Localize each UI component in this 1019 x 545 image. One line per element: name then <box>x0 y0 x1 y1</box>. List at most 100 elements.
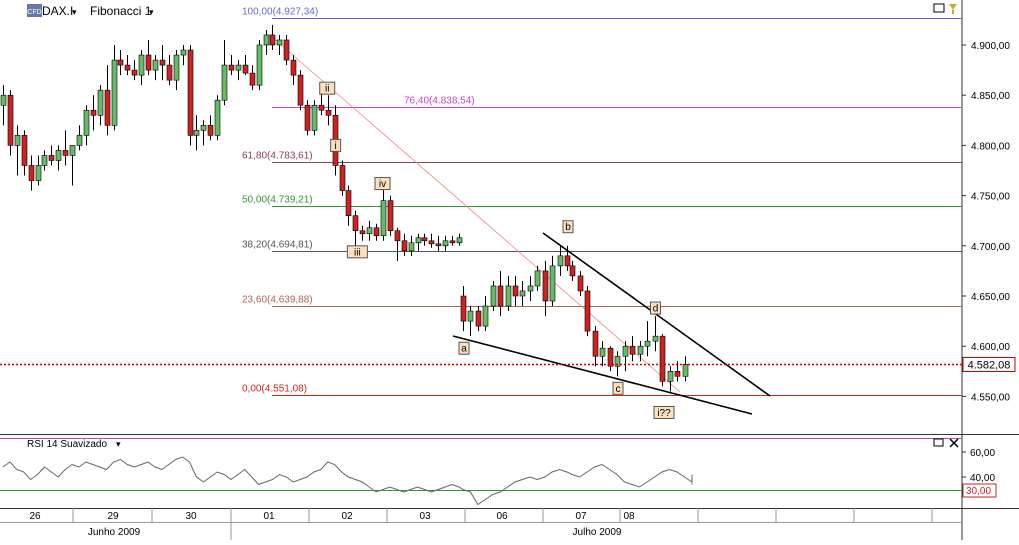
candle-body[interactable] <box>0 94 7 106</box>
candle-body[interactable] <box>104 89 111 126</box>
candle-body[interactable] <box>55 150 62 161</box>
candle-body[interactable] <box>637 345 644 355</box>
candle-body[interactable] <box>512 285 519 297</box>
candle-body[interactable] <box>214 99 221 136</box>
wave-label-box[interactable] <box>653 405 675 419</box>
wave-label-box[interactable] <box>612 381 624 395</box>
candle-body[interactable] <box>394 230 401 242</box>
symbol-menu-icon[interactable]: ▾ <box>72 7 77 17</box>
candle-body[interactable] <box>534 270 541 287</box>
candle-body[interactable] <box>124 64 131 71</box>
candle-body[interactable] <box>456 237 463 244</box>
candle-body[interactable] <box>542 270 549 302</box>
candle-body[interactable] <box>325 109 332 116</box>
candle-body[interactable] <box>482 305 489 327</box>
candle-body[interactable] <box>408 242 415 252</box>
study-name[interactable]: Fibonacci 1 <box>90 4 152 18</box>
maximize-panel-icon[interactable] <box>933 3 945 13</box>
candle-body[interactable] <box>276 39 283 46</box>
price-panel[interactable] <box>0 0 962 434</box>
candle-body[interactable] <box>467 310 474 322</box>
candle-body[interactable] <box>592 330 599 357</box>
wave-label-box[interactable] <box>562 220 574 234</box>
candle-body[interactable] <box>166 64 173 81</box>
candle-body[interactable] <box>159 59 166 66</box>
rsi-close-icon[interactable] <box>949 438 959 448</box>
candle-body[interactable] <box>352 215 359 232</box>
candle-body[interactable] <box>373 227 380 237</box>
candle-body[interactable] <box>256 44 263 86</box>
candle-body[interactable] <box>228 64 235 71</box>
candle-body[interactable] <box>549 265 556 302</box>
candle-body[interactable] <box>21 135 28 166</box>
candle-body[interactable] <box>497 285 504 307</box>
wedge-lower-line[interactable] <box>452 335 753 415</box>
rsi-panel[interactable]: RSI 14 Suavizado ▾ 60,00 40,00 30,00 <box>0 438 997 506</box>
candle-body[interactable] <box>644 340 651 347</box>
candle-body[interactable] <box>475 310 482 327</box>
candle-body[interactable] <box>41 155 48 166</box>
candle-body[interactable] <box>557 255 564 267</box>
candle-body[interactable] <box>35 165 42 181</box>
candle-body[interactable] <box>62 150 69 156</box>
candle-body[interactable] <box>490 285 497 307</box>
wave-label-box[interactable] <box>346 245 368 259</box>
candle-body[interactable] <box>180 49 187 56</box>
candle-body[interactable] <box>117 59 124 66</box>
candle-body[interactable] <box>269 34 276 46</box>
candle-body[interactable] <box>83 109 90 136</box>
candle-body[interactable] <box>193 130 200 136</box>
candle-body[interactable] <box>173 54 180 81</box>
wave-label-box[interactable] <box>330 138 342 152</box>
candle-body[interactable] <box>187 49 194 136</box>
candle-body[interactable] <box>564 255 571 267</box>
candle-body[interactable] <box>599 347 606 357</box>
candle-body[interactable] <box>622 345 629 357</box>
candle-body[interactable] <box>200 125 207 131</box>
candle-body[interactable] <box>629 345 636 355</box>
candle-body[interactable] <box>428 240 435 245</box>
rsi-title[interactable]: RSI 14 Suavizado <box>27 439 107 450</box>
candle-body[interactable] <box>614 355 621 367</box>
candle-body[interactable] <box>584 290 591 332</box>
wave-label-box[interactable] <box>458 341 470 355</box>
candle-body[interactable] <box>505 285 512 307</box>
candle-body[interactable] <box>674 370 681 377</box>
candle-body[interactable] <box>145 54 152 71</box>
candle-body[interactable] <box>235 64 242 71</box>
candle-body[interactable] <box>527 285 534 292</box>
candle-body[interactable] <box>442 240 449 247</box>
candle-body[interactable] <box>311 104 318 131</box>
fib-diagonal-line[interactable] <box>271 36 681 393</box>
candle-body[interactable] <box>401 240 408 252</box>
candle-body[interactable] <box>435 243 442 247</box>
candle-body[interactable] <box>207 125 214 136</box>
candle-body[interactable] <box>380 200 387 237</box>
candle-body[interactable] <box>667 370 674 382</box>
study-menu-icon[interactable]: ▾ <box>149 7 154 17</box>
candle-body[interactable] <box>242 64 249 74</box>
candle-body[interactable] <box>297 74 304 106</box>
candle-body[interactable] <box>283 39 290 61</box>
candle-body[interactable] <box>345 190 352 216</box>
candle-body[interactable] <box>460 295 467 322</box>
candle-body[interactable] <box>421 237 428 242</box>
candle-body[interactable] <box>131 69 138 76</box>
candle-body[interactable] <box>577 275 584 292</box>
candle-body[interactable] <box>339 165 346 191</box>
candle-body[interactable] <box>659 335 666 382</box>
candle-body[interactable] <box>652 335 659 342</box>
candle-body[interactable] <box>249 72 256 86</box>
candle-body[interactable] <box>69 145 76 156</box>
candle-body[interactable] <box>449 240 456 244</box>
candle-body[interactable] <box>607 347 614 367</box>
candle-body[interactable] <box>7 94 14 146</box>
symbol-header[interactable]: CFD DAX.I ▾ Fibonacci 1 ▾ <box>27 4 154 18</box>
candle-body[interactable] <box>359 230 366 235</box>
candle-body[interactable] <box>152 59 159 71</box>
wave-label-box[interactable] <box>374 177 391 191</box>
candle-body[interactable] <box>28 165 35 181</box>
candle-body[interactable] <box>366 227 373 235</box>
candle-body[interactable] <box>263 34 270 46</box>
candle-body[interactable] <box>221 64 228 101</box>
